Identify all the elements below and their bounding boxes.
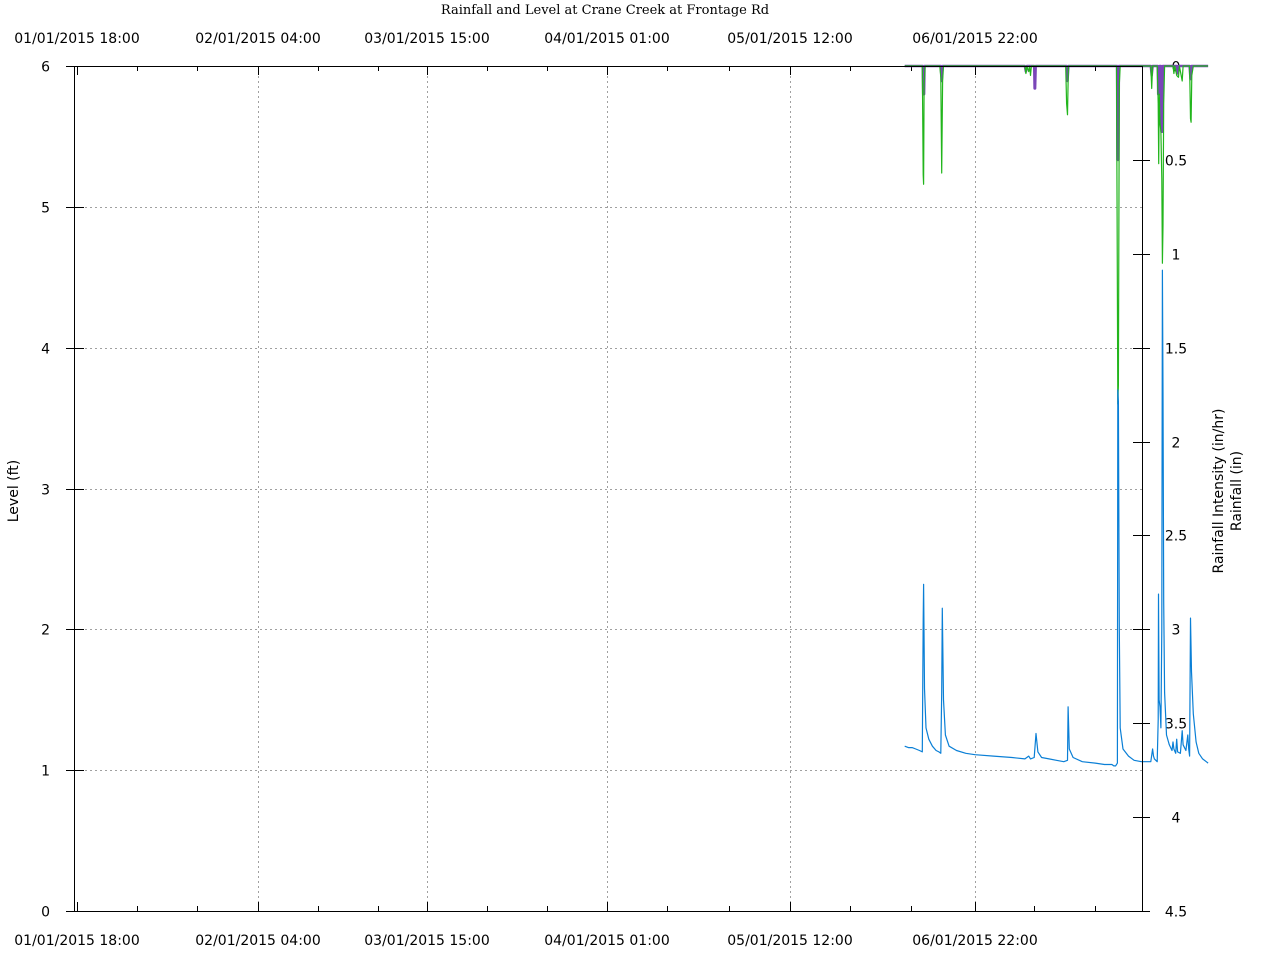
- y2-tick-label: 2: [1172, 436, 1181, 452]
- bottom-x-axis: 01/01/2015 18:00 02/01/2015 04:00 03/01/20…: [14, 902, 1096, 949]
- y2-tick-label: 0.5: [1165, 154, 1187, 170]
- y2-tick-label: 4: [1172, 811, 1181, 827]
- y-axis-label: Level (ft): [6, 460, 22, 523]
- y-tick-label: 1: [41, 764, 50, 780]
- y-tick-label: 4: [41, 342, 50, 358]
- x-tick-label-bottom: 03/01/2015 15:00: [364, 933, 490, 949]
- y2-tick-label: 2.5: [1165, 529, 1187, 545]
- y-tick-label: 6: [41, 60, 50, 76]
- x-tick-label-bottom: 05/01/2015 12:00: [727, 933, 853, 949]
- x-tick-label-bottom: 02/01/2015 04:00: [195, 933, 321, 949]
- series-layer: [904, 64, 1209, 767]
- level-series: [904, 269, 1209, 767]
- chart-title: Rainfall and Level at Crane Creek at Fro…: [441, 3, 769, 18]
- left-y-axis: 0 1 2 3 4 5 6: [41, 60, 84, 921]
- y2-axis-label-intensity: Rainfall Intensity (in/hr): [1211, 409, 1227, 574]
- y-tick-label: 5: [41, 201, 50, 217]
- grid-lines: [75, 66, 1142, 911]
- y2-tick-label: 3.5: [1165, 717, 1187, 733]
- y2-tick-label: 4.5: [1165, 905, 1187, 921]
- y2-tick-label: 1.5: [1165, 342, 1187, 358]
- rainfall-series: [904, 64, 1209, 162]
- x-tick-label-bottom: 06/01/2015 22:00: [912, 933, 1038, 949]
- top-x-axis: 01/01/2015 18:00 02/01/2015 04:00 03/01/20…: [14, 31, 1096, 75]
- x-tick-label-bottom: 01/01/2015 18:00: [14, 933, 140, 949]
- plot-frame: [74, 66, 1143, 912]
- x-tick-label-top: 04/01/2015 01:00: [544, 31, 670, 47]
- y2-tick-label: 3: [1172, 623, 1181, 639]
- y-tick-label: 0: [41, 905, 50, 921]
- x-tick-label-top: 05/01/2015 12:00: [727, 31, 853, 47]
- x-tick-label-top: 03/01/2015 15:00: [364, 31, 490, 47]
- x-tick-label-bottom: 04/01/2015 01:00: [544, 933, 670, 949]
- x-tick-label-top: 06/01/2015 22:00: [912, 31, 1038, 47]
- y2-axis-label-rainfall: Rainfall (in): [1229, 451, 1245, 531]
- y2-tick-label: 1: [1172, 248, 1181, 264]
- y-tick-label: 3: [41, 483, 50, 499]
- x-tick-label-top: 01/01/2015 18:00: [14, 31, 140, 47]
- x-tick-label-top: 02/01/2015 04:00: [195, 31, 321, 47]
- y-tick-label: 2: [41, 623, 50, 639]
